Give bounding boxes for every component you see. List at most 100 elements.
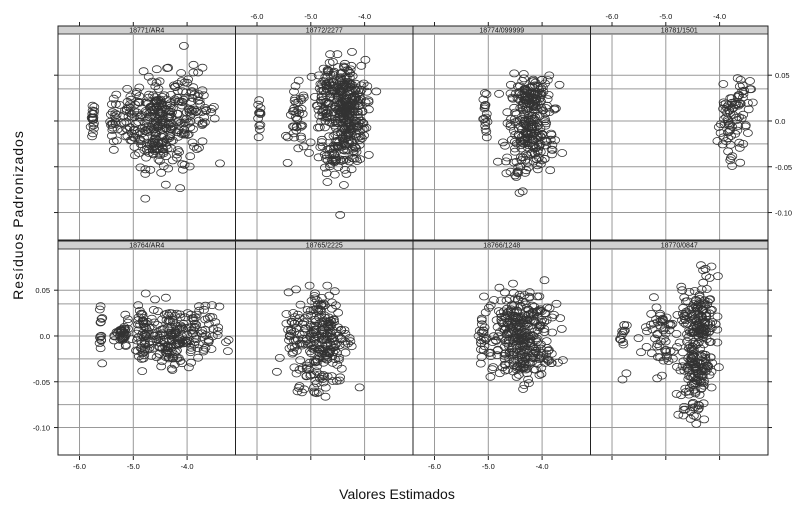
data-point (318, 86, 329, 95)
data-point (155, 343, 165, 351)
data-point (194, 96, 205, 105)
data-point (652, 374, 663, 383)
panel: 18770/0847 (590, 240, 772, 460)
data-point (165, 131, 176, 140)
data-point (188, 83, 199, 92)
data-point (118, 111, 129, 120)
panel-label: 18772/2277 (306, 28, 343, 35)
data-point (157, 99, 167, 107)
data-point (327, 78, 338, 87)
data-point (358, 79, 369, 88)
data-point (697, 350, 708, 358)
data-point (197, 63, 208, 72)
data-point (499, 312, 510, 321)
data-point (309, 388, 320, 397)
data-point (197, 137, 208, 146)
data-point (361, 87, 372, 96)
data-point (285, 110, 296, 119)
data-point (309, 387, 319, 396)
data-point (684, 390, 694, 399)
data-point (488, 332, 499, 341)
data-point (693, 318, 704, 327)
data-point (507, 335, 518, 344)
data-point (186, 109, 197, 118)
data-point (171, 150, 182, 159)
data-point (697, 306, 708, 315)
data-point (296, 96, 307, 104)
panel-label: 18766/1248 (483, 243, 520, 250)
data-point (297, 320, 308, 328)
data-point (281, 319, 292, 328)
data-point (535, 147, 546, 156)
data-point (179, 78, 190, 87)
data-point (125, 123, 135, 131)
data-point (523, 104, 534, 113)
data-point (517, 187, 528, 196)
data-point (195, 99, 205, 108)
data-point (363, 105, 374, 114)
data-point (328, 132, 339, 140)
data-point (291, 115, 302, 123)
data-point (157, 125, 168, 134)
data-point (207, 313, 218, 322)
data-point (132, 347, 143, 355)
data-point (156, 109, 167, 118)
data-point (292, 387, 303, 396)
data-point (532, 148, 543, 157)
data-point (553, 358, 563, 367)
data-point (520, 342, 530, 351)
data-point (127, 335, 137, 344)
data-point (698, 266, 708, 275)
data-point (191, 320, 202, 329)
data-point (517, 132, 527, 141)
data-point (508, 279, 518, 288)
data-point (481, 133, 492, 142)
data-point (699, 415, 710, 424)
data-point (332, 142, 343, 150)
data-point (172, 325, 182, 334)
data-point (150, 82, 161, 91)
data-point (160, 293, 171, 302)
data-point (131, 129, 142, 138)
points-group (85, 42, 225, 203)
data-point (140, 332, 151, 341)
data-point (310, 358, 321, 367)
data-point (165, 122, 176, 131)
data-point (338, 181, 349, 189)
data-point (303, 310, 313, 319)
data-point (509, 301, 519, 310)
data-point (207, 301, 218, 310)
data-point (325, 92, 336, 101)
panel-label: 18765/2225 (306, 243, 343, 250)
data-point (137, 349, 148, 358)
data-point (209, 114, 220, 123)
data-point (333, 308, 344, 317)
panel: 18774/099999 (412, 22, 591, 241)
data-point (145, 140, 156, 149)
data-point (159, 91, 170, 100)
data-point (152, 139, 163, 148)
data-point (539, 154, 550, 163)
x-tick-label: -5.0 (659, 12, 672, 21)
data-point (301, 371, 312, 380)
data-point (199, 118, 210, 127)
data-point (501, 157, 511, 166)
data-point (139, 126, 150, 135)
data-point (198, 345, 209, 354)
data-point (174, 338, 185, 347)
data-point (172, 339, 183, 348)
y-axis-label: Resíduos Padronizados (10, 130, 26, 300)
data-point (88, 129, 98, 138)
data-point (490, 336, 501, 345)
data-point (158, 131, 169, 140)
data-point (295, 94, 306, 103)
data-point (163, 120, 174, 128)
data-point (713, 272, 723, 281)
data-point (107, 100, 117, 109)
data-point (690, 314, 701, 323)
data-point (617, 375, 628, 384)
data-point (149, 120, 160, 129)
data-point (678, 348, 688, 357)
data-point (338, 156, 349, 164)
data-point (116, 119, 127, 127)
